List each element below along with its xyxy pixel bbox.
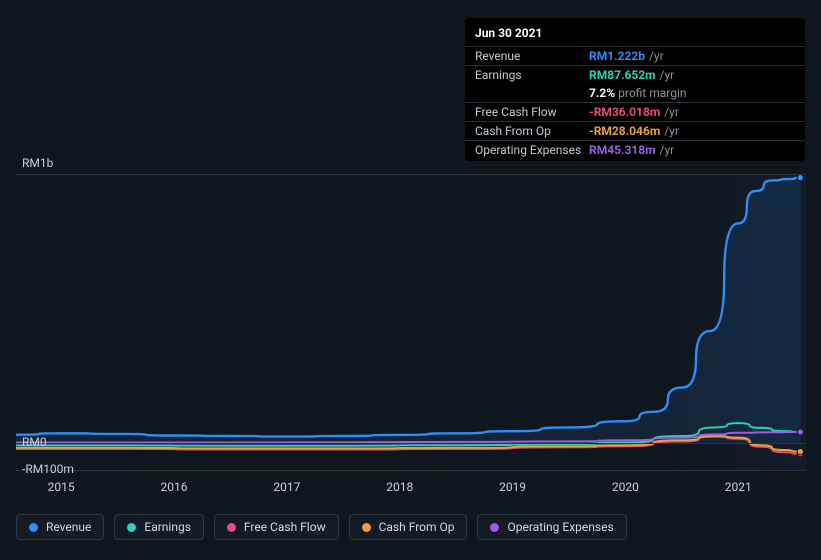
legend-item[interactable]: Free Cash Flow bbox=[214, 514, 339, 540]
tooltip-row-value: RM1.222b bbox=[589, 49, 645, 63]
tooltip-row-label: Revenue bbox=[475, 49, 589, 63]
series-end-dot bbox=[797, 175, 803, 181]
series-fill bbox=[16, 178, 800, 444]
legend-label: Operating Expenses bbox=[507, 520, 613, 534]
tooltip-row-unit: /yr bbox=[664, 124, 679, 138]
legend-item[interactable]: Revenue bbox=[16, 514, 104, 540]
chart-svg bbox=[16, 175, 806, 471]
tooltip-row-unit: /yr bbox=[660, 68, 675, 82]
x-tick: 2015 bbox=[48, 480, 75, 494]
legend-swatch bbox=[490, 523, 499, 532]
tooltip-row: EarningsRM87.652m/yr bbox=[465, 65, 805, 84]
legend-item[interactable]: Cash From Op bbox=[349, 514, 468, 540]
y-tick-neg: -RM100m bbox=[22, 462, 74, 476]
tooltip-row-unit: /yr bbox=[660, 143, 675, 157]
legend-label: Free Cash Flow bbox=[244, 520, 326, 534]
tooltip-row-extra: 7.2% profit margin bbox=[465, 84, 805, 102]
x-tick: 2020 bbox=[612, 480, 639, 494]
x-tick: 2016 bbox=[161, 480, 188, 494]
y-axis-label-top: RM1b bbox=[22, 156, 53, 170]
y-tick-zero: RM0 bbox=[22, 435, 47, 449]
series-end-dot bbox=[797, 448, 803, 454]
series-end-dot bbox=[797, 429, 803, 435]
tooltip-row-value: RM45.318m bbox=[589, 143, 656, 157]
x-tick: 2017 bbox=[273, 480, 300, 494]
chart-plot-area bbox=[16, 174, 806, 470]
x-tick: 2019 bbox=[499, 480, 526, 494]
tooltip-row: Cash From Op-RM28.046m/yr bbox=[465, 121, 805, 140]
tooltip-row-value: -RM36.018m bbox=[589, 105, 660, 119]
gridline-zero bbox=[16, 443, 806, 444]
tooltip-row-value: -RM28.046m bbox=[589, 124, 660, 138]
legend-item[interactable]: Earnings bbox=[114, 514, 204, 540]
tooltip-row-unit: /yr bbox=[664, 105, 679, 119]
tooltip-row-label: Operating Expenses bbox=[475, 143, 589, 157]
hover-tooltip: Jun 30 2021 RevenueRM1.222b/yrEarningsRM… bbox=[465, 18, 805, 161]
legend-swatch bbox=[29, 523, 38, 532]
legend-swatch bbox=[127, 523, 136, 532]
legend-label: Cash From Op bbox=[379, 520, 455, 534]
tooltip-row-unit: /yr bbox=[649, 49, 664, 63]
gridline-neg bbox=[16, 470, 806, 471]
tooltip-row: Operating ExpensesRM45.318m/yr bbox=[465, 140, 805, 159]
x-tick: 2021 bbox=[725, 480, 752, 494]
legend-label: Revenue bbox=[46, 520, 91, 534]
tooltip-row-label: Free Cash Flow bbox=[475, 105, 589, 119]
tooltip-row-label: Earnings bbox=[475, 68, 589, 82]
tooltip-row-label: Cash From Op bbox=[475, 124, 589, 138]
tooltip-row-value: RM87.652m bbox=[589, 68, 656, 82]
legend-item[interactable]: Operating Expenses bbox=[477, 514, 626, 540]
tooltip-date: Jun 30 2021 bbox=[465, 24, 805, 46]
legend-swatch bbox=[227, 523, 236, 532]
tooltip-row: Free Cash Flow-RM36.018m/yr bbox=[465, 102, 805, 121]
tooltip-row: RevenueRM1.222b/yr bbox=[465, 46, 805, 65]
legend-swatch bbox=[362, 523, 371, 532]
legend-label: Earnings bbox=[144, 520, 191, 534]
x-tick: 2018 bbox=[386, 480, 413, 494]
legend: Revenue Earnings Free Cash Flow Cash From O… bbox=[16, 514, 627, 540]
